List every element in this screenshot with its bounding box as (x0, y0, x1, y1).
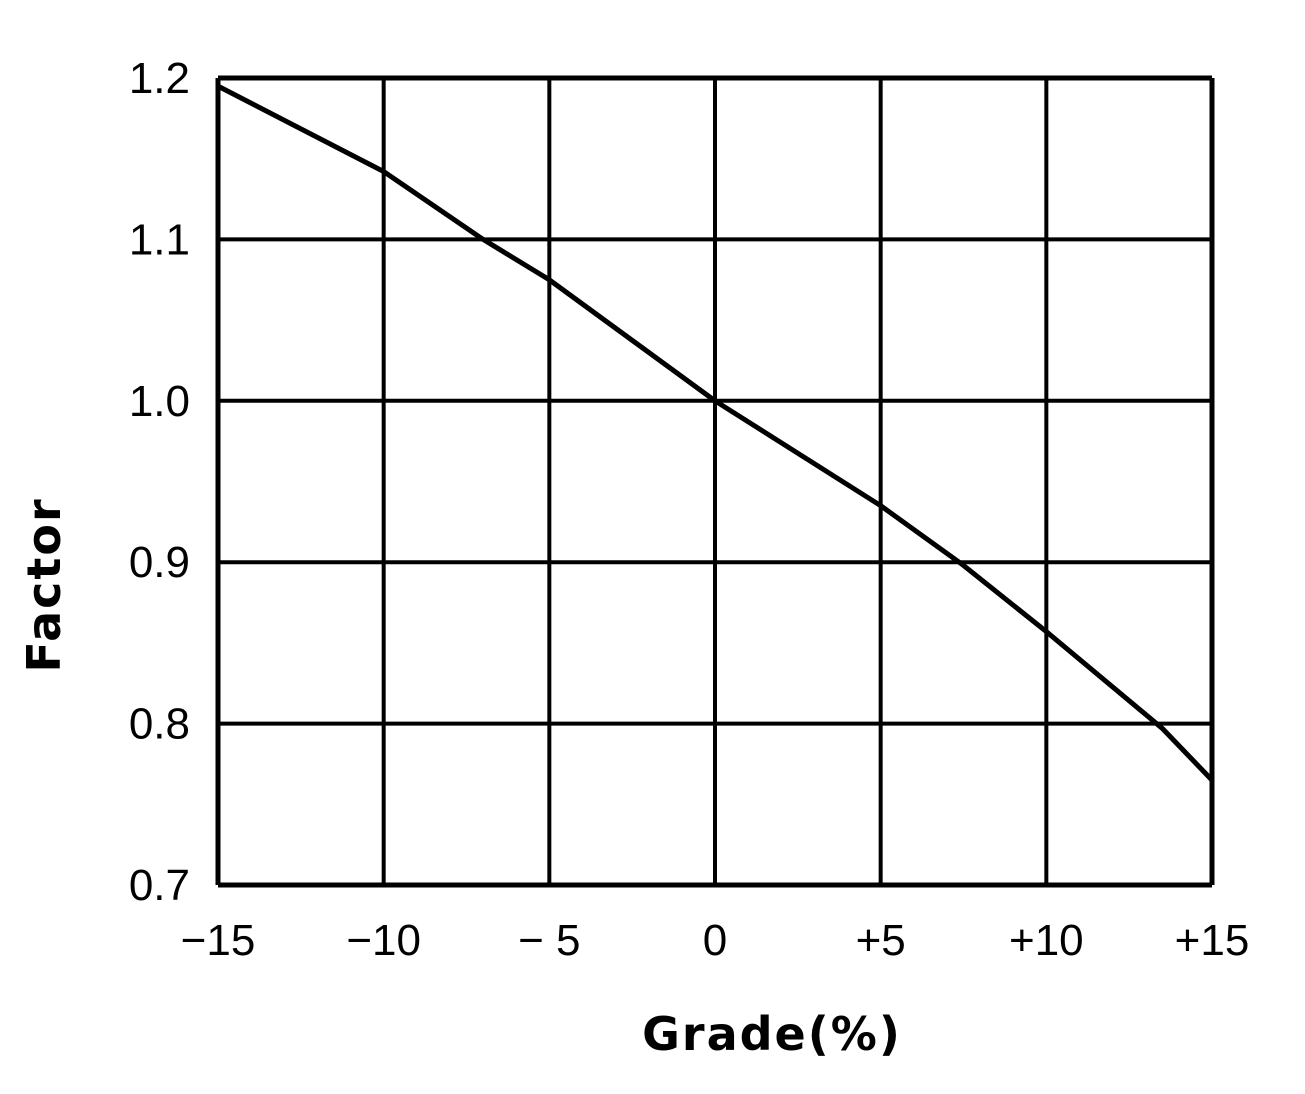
x-tick-label: − 5 (518, 916, 580, 965)
x-tick-label: −15 (181, 916, 256, 965)
y-tick-label: 1.1 (129, 215, 190, 264)
tick-labels: −15 −10 − 5 0 +5 +10 +15 0.7 0.8 0.9 1.0 1.1 1.2 (129, 54, 1249, 965)
series-line (216, 83, 1214, 782)
x-tick-label: +10 (1009, 916, 1084, 965)
x-tick-label: +15 (1175, 916, 1250, 965)
y-tick-label: 0.9 (129, 538, 190, 587)
y-tick-label: 1.2 (129, 54, 190, 103)
x-tick-label: −10 (346, 916, 421, 965)
x-tick-label: 0 (703, 916, 727, 965)
series-layer (216, 83, 1214, 782)
x-axis-title: Grade(%) (642, 1007, 902, 1061)
y-axis-title: Factor (17, 497, 71, 672)
grid (215, 75, 1215, 888)
y-tick-label: 1.0 (129, 377, 190, 426)
x-tick-label: +5 (856, 916, 906, 965)
y-tick-label: 0.7 (129, 861, 190, 910)
y-tick-label: 0.8 (129, 700, 190, 749)
